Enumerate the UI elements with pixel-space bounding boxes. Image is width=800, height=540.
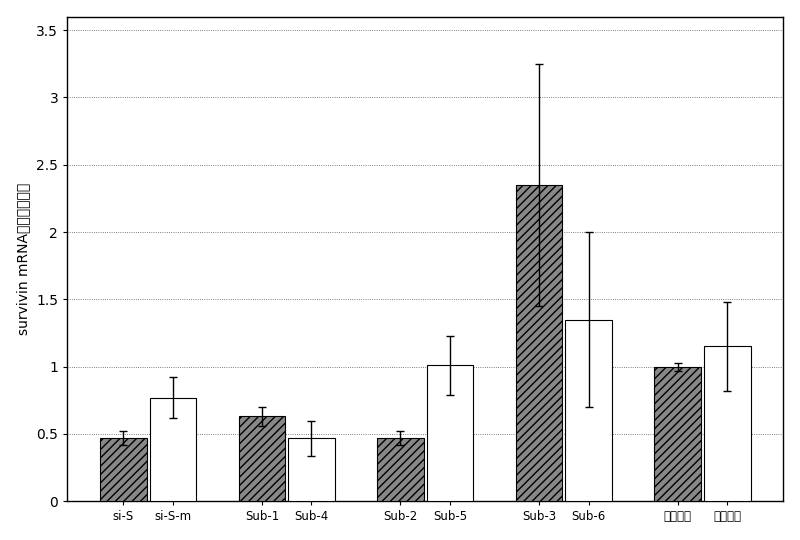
Bar — [238, 416, 286, 501]
Bar — [704, 347, 750, 501]
Bar — [150, 397, 196, 501]
Bar — [288, 438, 335, 501]
Bar — [377, 438, 424, 501]
Bar — [426, 366, 474, 501]
Bar — [566, 320, 612, 501]
Bar — [516, 185, 562, 501]
Bar — [654, 367, 701, 501]
Bar — [100, 438, 146, 501]
Y-axis label: survivin mRNA相对表达水平: survivin mRNA相对表达水平 — [17, 183, 30, 335]
